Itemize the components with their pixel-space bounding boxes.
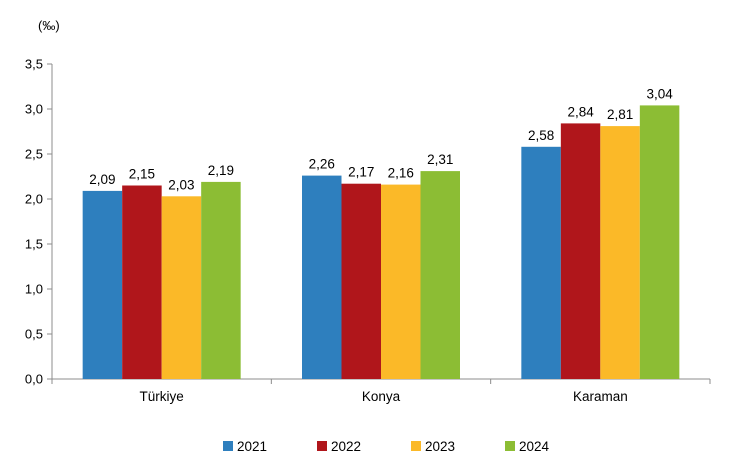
y-tick-label: 1,0 [25, 282, 43, 297]
data-label: 2,09 [89, 172, 115, 187]
x-tick-label: Karaman [573, 389, 628, 404]
data-label: 2,17 [348, 165, 374, 180]
value-labels: 2,09 2,15 2,03 2,19 2,26 2,17 2,16 2,31 2,58 2,84… [89, 86, 673, 192]
y-tick-label: 1,5 [25, 237, 43, 252]
legend-label: 2022 [331, 439, 361, 454]
y-tick-label: 3,0 [25, 102, 43, 117]
data-label: 3,04 [646, 86, 673, 101]
legend-swatch [411, 441, 421, 451]
y-tick-label: 2,0 [25, 192, 43, 207]
legend: 2021 2022 2023 2024 [223, 439, 550, 454]
legend-swatch [505, 441, 515, 451]
x-tick-label: Konya [362, 389, 401, 404]
legend-swatch [223, 441, 233, 451]
legend-label: 2021 [237, 439, 267, 454]
bar [82, 190, 123, 379]
legend-label: 2023 [425, 439, 455, 454]
data-label: 2,31 [427, 152, 453, 167]
data-label: 2,84 [567, 104, 594, 119]
data-label: 2,58 [528, 128, 554, 143]
y-tick-label: 0,0 [25, 372, 43, 387]
data-label: 2,26 [309, 157, 335, 172]
bar [302, 175, 342, 379]
bar [639, 105, 680, 380]
bar [420, 171, 460, 379]
bar [600, 126, 640, 379]
legend-label: 2024 [519, 439, 550, 454]
y-tick-label: 0,5 [25, 327, 43, 342]
bar [201, 181, 241, 379]
bar [341, 183, 381, 379]
x-tick-label: Türkiye [140, 389, 184, 404]
data-label: 2,15 [129, 167, 155, 182]
data-label: 2,16 [388, 166, 414, 181]
axes: 0,0 0,5 1,0 1,5 2,0 2,5 3,0 3,5 Türkiye Konya Kara… [25, 57, 711, 404]
bar [560, 123, 601, 380]
y-tick-label: 2,5 [25, 147, 43, 162]
bar [381, 184, 421, 379]
data-label: 2,81 [607, 107, 633, 122]
y-axis-unit-label: (‰) [38, 18, 60, 33]
data-label: 2,19 [208, 163, 234, 178]
bar [122, 185, 162, 379]
bar [161, 196, 202, 379]
bars [82, 105, 680, 380]
y-tick-label: 3,5 [25, 57, 43, 72]
data-label: 2,03 [168, 177, 194, 192]
legend-swatch [317, 441, 327, 451]
bar [521, 146, 561, 379]
